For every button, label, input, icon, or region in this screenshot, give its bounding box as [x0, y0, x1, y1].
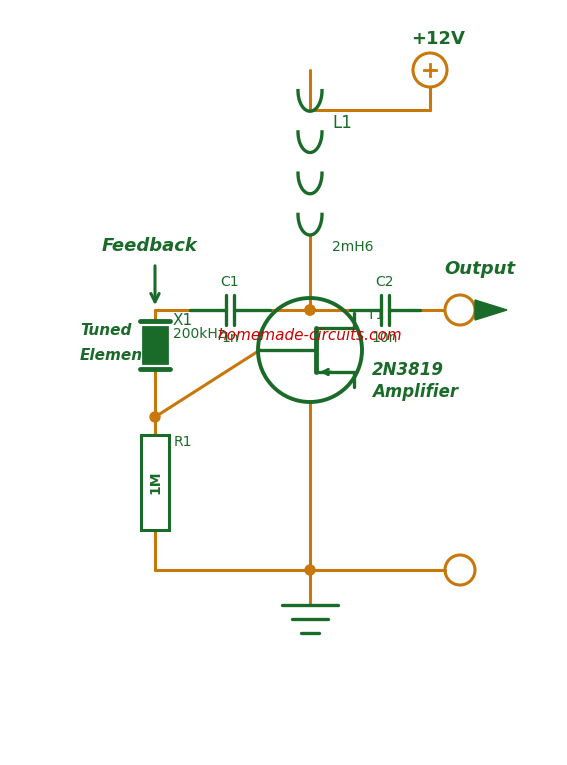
- Text: Feedback: Feedback: [102, 237, 198, 255]
- Polygon shape: [475, 300, 507, 320]
- Text: Amplifier: Amplifier: [372, 383, 458, 401]
- Text: X1: X1: [173, 313, 193, 328]
- Text: 2N3819: 2N3819: [372, 361, 444, 379]
- Text: Tuned: Tuned: [80, 323, 132, 337]
- Text: 1n: 1n: [221, 331, 239, 345]
- Text: R1: R1: [174, 435, 193, 449]
- Text: T1: T1: [367, 308, 384, 322]
- Circle shape: [305, 305, 315, 315]
- Bar: [143, 327, 167, 363]
- Bar: [141, 435, 169, 530]
- Text: homemade-circuits.com: homemade-circuits.com: [218, 327, 403, 343]
- Text: C1: C1: [221, 275, 239, 289]
- Circle shape: [150, 412, 160, 422]
- Text: 200kHz: 200kHz: [173, 327, 225, 341]
- Text: 2mH6: 2mH6: [332, 240, 374, 254]
- Text: Element: Element: [80, 347, 150, 363]
- Circle shape: [305, 305, 315, 315]
- Text: +12V: +12V: [411, 30, 465, 48]
- Text: C2: C2: [376, 275, 394, 289]
- Circle shape: [305, 565, 315, 575]
- Text: L1: L1: [332, 113, 352, 132]
- Text: 10n: 10n: [372, 331, 398, 345]
- Text: Output: Output: [445, 260, 515, 278]
- Text: 1M: 1M: [148, 470, 162, 494]
